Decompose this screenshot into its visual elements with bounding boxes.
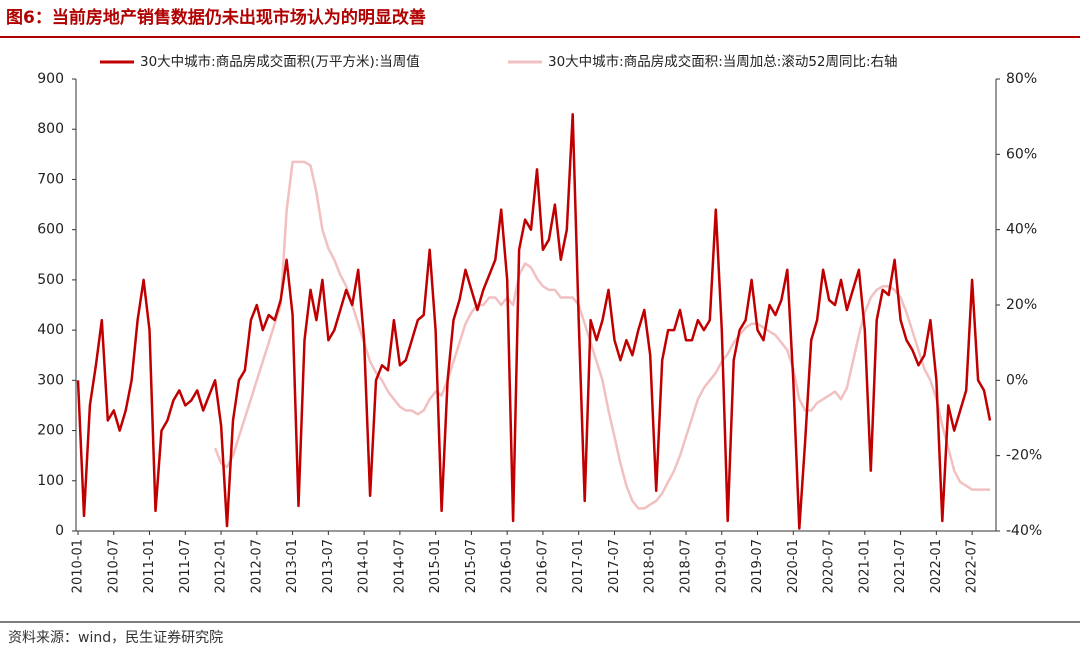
- x-tick-label: 2012-01: [214, 539, 229, 593]
- y-tick-label: 500: [37, 272, 64, 288]
- x-tick-label: 2015-07: [464, 539, 479, 593]
- y-tick-label: 200: [37, 423, 64, 439]
- x-tick-label: 2022-01: [929, 539, 944, 593]
- y2-tick-label: 0%: [1006, 372, 1028, 388]
- y2-tick-label: -40%: [1006, 523, 1042, 539]
- x-tick-label: 2013-07: [321, 539, 336, 593]
- x-tick-label: 2014-07: [392, 539, 407, 593]
- x-tick-label: 2019-01: [714, 539, 729, 593]
- x-tick-label: 2021-01: [857, 539, 872, 593]
- x-tick-label: 2017-01: [571, 539, 586, 593]
- legend-label: 30大中城市:商品房成交面积(万平方米):当周值: [140, 53, 420, 70]
- x-tick-label: 2010-01: [71, 539, 86, 593]
- y2-tick-label: 40%: [1006, 222, 1037, 238]
- x-tick-label: 2020-01: [786, 539, 801, 593]
- y2-tick-label: 20%: [1006, 297, 1037, 313]
- y-tick-label: 300: [37, 372, 64, 388]
- source-note: 资料来源：wind，民生证券研究院: [8, 630, 223, 646]
- x-tick-label: 2022-07: [965, 539, 980, 593]
- y2-tick-label: 60%: [1006, 146, 1037, 162]
- x-tick-label: 2011-01: [142, 539, 157, 593]
- y-tick-label: 400: [37, 322, 64, 338]
- series-line: [213, 160, 990, 510]
- y-tick-label: 0: [55, 523, 64, 539]
- y-tick-label: 900: [37, 71, 64, 87]
- x-tick-label: 2016-07: [535, 539, 550, 593]
- y2-tick-label: -20%: [1006, 448, 1042, 464]
- x-tick-label: 2011-07: [178, 539, 193, 593]
- x-tick-label: 2014-01: [357, 539, 372, 593]
- x-tick-label: 2021-07: [893, 539, 908, 593]
- y2-tick-label: 80%: [1006, 71, 1037, 87]
- chart-title: 图6：当前房地产销售数据仍未出现市场认为的明显改善: [6, 7, 426, 28]
- series-line: [76, 112, 992, 530]
- y-tick-label: 600: [37, 222, 64, 238]
- x-tick-label: 2017-07: [607, 539, 622, 593]
- x-tick-label: 2018-07: [679, 539, 694, 593]
- y-tick-label: 700: [37, 171, 64, 187]
- x-tick-label: 2018-01: [643, 539, 658, 593]
- x-tick-label: 2019-07: [750, 539, 765, 593]
- x-tick-label: 2012-07: [249, 539, 264, 593]
- y-tick-label: 100: [37, 473, 64, 489]
- legend-label: 30大中城市:商品房成交面积:当周加总:滚动52周同比:右轴: [548, 53, 898, 70]
- y-tick-label: 800: [37, 121, 64, 137]
- x-tick-label: 2010-07: [106, 539, 121, 593]
- x-tick-label: 2015-01: [428, 539, 443, 593]
- x-tick-label: 2020-07: [822, 539, 837, 593]
- x-tick-label: 2013-01: [285, 539, 300, 593]
- x-tick-label: 2016-01: [500, 539, 515, 593]
